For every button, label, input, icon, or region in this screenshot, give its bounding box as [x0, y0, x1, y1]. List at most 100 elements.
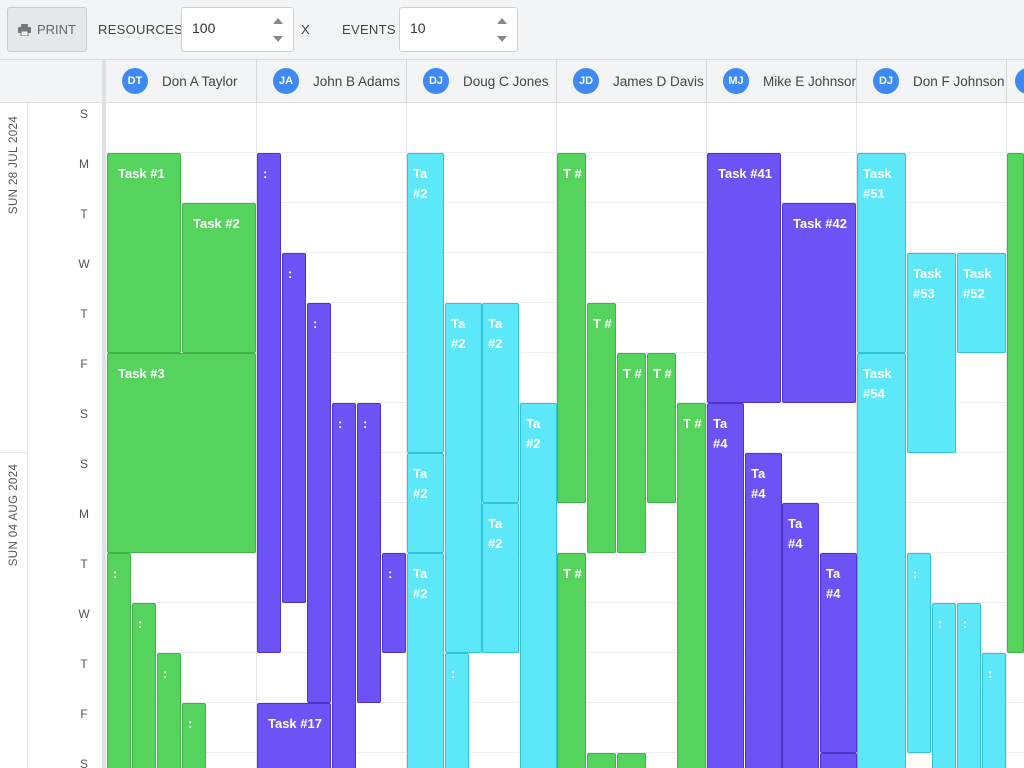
event-bar[interactable]: Ta #2	[482, 503, 519, 653]
event-bar[interactable]: Task #17	[257, 703, 331, 768]
event-bar[interactable]: Ta #2	[407, 453, 444, 553]
event-bar[interactable]: Task #3	[107, 353, 256, 553]
event-bar[interactable]: T #	[647, 353, 676, 503]
event-label: :	[963, 616, 968, 631]
stepper-down-icon[interactable]	[273, 36, 283, 42]
day-label: S	[79, 457, 88, 471]
events-stepper[interactable]	[497, 16, 507, 44]
event-bar[interactable]: Task #54	[857, 353, 906, 768]
event-label: Ta #4	[713, 416, 728, 451]
grid-column-line	[706, 103, 707, 768]
resource-header-1[interactable]: DT Don A Taylor	[106, 60, 257, 102]
resources-count-input[interactable]	[181, 7, 294, 52]
event-bar[interactable]: Ta #4	[707, 403, 744, 768]
event-label: T #	[593, 316, 612, 331]
resource-header-5[interactable]: MJ Mike E Johnson	[707, 60, 857, 102]
event-bar[interactable]: :	[445, 653, 469, 768]
event-label: T #	[623, 366, 642, 381]
events-count-field[interactable]	[410, 20, 470, 36]
resource-header-3[interactable]: DJ Doug C Jones	[407, 60, 557, 102]
event-bar[interactable]: T #	[617, 353, 646, 553]
event-bar[interactable]: :	[132, 603, 156, 768]
avatar: MJ	[723, 68, 749, 94]
event-bar[interactable]: Task #41	[707, 153, 781, 403]
event-bar[interactable]: :	[907, 553, 931, 753]
event-label: T #	[563, 166, 582, 181]
event-bar[interactable]: Task #52	[957, 253, 1006, 353]
day-label: F	[80, 357, 88, 371]
event-label: :	[163, 666, 168, 681]
event-bar[interactable]: Ta #2	[445, 303, 482, 653]
event-bar[interactable]: :	[357, 403, 381, 703]
resource-header: DT Don A Taylor JA John B Adams DJ Doug …	[0, 60, 1024, 103]
event-bar[interactable]: :	[257, 153, 281, 653]
event-bar[interactable]: :	[382, 553, 406, 653]
resource-header-4[interactable]: JD James D Davis	[557, 60, 707, 102]
event-bar[interactable]: T #	[557, 153, 586, 503]
resource-header-6[interactable]: DJ Don F Johnson	[857, 60, 1007, 102]
event-bar[interactable]: Ta #4	[782, 503, 819, 768]
event-bar[interactable]: Task #1	[107, 153, 181, 353]
event-label: Ta #2	[451, 316, 466, 351]
events-count-input[interactable]	[399, 7, 518, 52]
stepper-down-icon[interactable]	[497, 36, 507, 42]
event-bar[interactable]: Ta #2	[407, 153, 444, 453]
event-bar[interactable]: T #	[557, 553, 586, 768]
event-bar[interactable]: :	[282, 253, 306, 603]
resource-name: James D Davis	[613, 73, 704, 89]
event-bar[interactable]: Ta #2	[520, 403, 557, 768]
toolbar: PRINT RESOURCES X EVENTS	[0, 0, 1024, 60]
event-bar[interactable]: :	[157, 653, 181, 768]
stepper-up-icon[interactable]	[273, 18, 283, 24]
avatar: DT	[122, 68, 148, 94]
event-label: Ta #2	[488, 516, 503, 551]
event-label: Task #51	[863, 166, 892, 201]
event-bar[interactable]: :	[182, 703, 206, 768]
event-label: Task #41	[718, 166, 772, 181]
event-bar[interactable]: Ta #2	[407, 553, 444, 768]
event-bar[interactable]: Task #42	[782, 203, 856, 403]
event-label: Ta #2	[526, 416, 541, 451]
event-bar[interactable]: :	[332, 403, 356, 768]
header-splitter[interactable]	[102, 60, 106, 102]
event-bar[interactable]: Ta #2	[482, 303, 519, 503]
event-bar[interactable]: :	[932, 603, 956, 768]
event-bar[interactable]: Ta #4	[820, 553, 857, 753]
event-bar[interactable]: :	[957, 603, 981, 768]
event-bar[interactable]: Ta #4	[745, 453, 782, 768]
resource-header-7[interactable]: J	[1007, 60, 1024, 102]
event-bar[interactable]: Task #53	[907, 253, 956, 453]
event-bar[interactable]: T #	[677, 403, 706, 768]
event-bar[interactable]	[1007, 153, 1024, 653]
event-bar[interactable]: Task #2	[182, 203, 256, 353]
event-bar[interactable]	[820, 753, 857, 768]
event-label: T #	[683, 416, 702, 431]
resources-label: RESOURCES	[98, 22, 184, 37]
resources-stepper[interactable]	[273, 16, 283, 44]
splitter[interactable]	[102, 103, 106, 768]
resources-count-field[interactable]	[192, 20, 252, 36]
event-bar[interactable]: Task #51	[857, 153, 906, 353]
event-label: Task #54	[863, 366, 892, 401]
event-label: Task #53	[913, 266, 942, 301]
week-column: SUN 28 JUL 2024 SUN 04 AUG 2024	[0, 103, 28, 768]
event-bar[interactable]: :	[307, 303, 331, 703]
avatar: JD	[573, 68, 599, 94]
event-bar[interactable]: :	[982, 653, 1006, 768]
resource-header-2[interactable]: JA John B Adams	[257, 60, 407, 102]
grid-row-line	[106, 152, 1024, 153]
resource-name: Mike E Johnson	[763, 73, 856, 89]
print-label: PRINT	[37, 22, 76, 37]
event-label: :	[988, 666, 993, 681]
print-button[interactable]: PRINT	[7, 7, 87, 52]
event-bar[interactable]: T #	[587, 303, 616, 553]
event-label: Ta #4	[751, 466, 766, 501]
event-bar[interactable]	[617, 753, 646, 768]
event-bar[interactable]: :	[107, 553, 131, 768]
event-label: :	[138, 616, 143, 631]
event-label: :	[388, 566, 393, 581]
event-label: Task #52	[963, 266, 992, 301]
stepper-up-icon[interactable]	[497, 18, 507, 24]
event-bar[interactable]	[587, 753, 616, 768]
